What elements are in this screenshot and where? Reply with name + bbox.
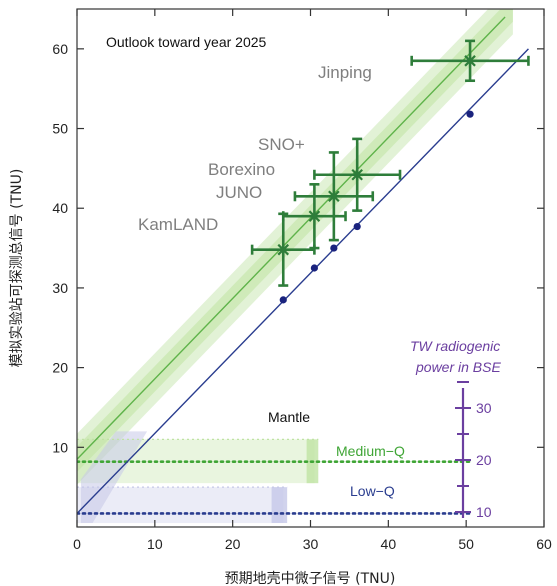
x-tick-label: 30 (303, 536, 319, 552)
crust-signal-point (353, 222, 361, 231)
label-sno-plus: SNO+ (258, 135, 305, 154)
crust-signal-line (77, 48, 529, 514)
power-axis-layer: 10 20 30 (455, 381, 492, 520)
crust-signal-point (279, 296, 287, 304)
mantle-blue-wedge (80, 431, 148, 523)
axes-layer: 0 10 20 30 40 50 60 10 20 30 40 50 60 (52, 9, 552, 552)
power-axis-tick-label: 30 (476, 400, 492, 416)
label-jinping: Jinping (318, 63, 372, 82)
total-band-inner (77, 9, 513, 472)
x-axis-title: 预期地壳中微子信号 (TNU) (225, 570, 396, 586)
power-axis-tick-label: 10 (476, 504, 492, 520)
power-axis-title-line1: TW radiogenic (410, 338, 500, 354)
mantle-low-q-edge (271, 487, 288, 524)
y-tick-label: 20 (52, 360, 68, 376)
power-axis-tick-label: 20 (476, 452, 492, 468)
y-tick-label: 10 (52, 439, 68, 455)
measured-point-marker (277, 243, 290, 256)
low-q-label: Low−Q (350, 483, 395, 499)
bands-layer (77, 9, 513, 524)
y-tick-label: 30 (52, 280, 68, 296)
y-tick-label: 40 (52, 200, 68, 216)
x-tick-label: 0 (73, 536, 81, 552)
y-axis-title: 模拟实验站可探测总信号 (TNU) (9, 169, 25, 368)
label-kamland: KamLAND (138, 215, 218, 234)
y-tick-label: 60 (52, 41, 68, 57)
measured-point-marker (351, 168, 363, 181)
measured-point-marker (328, 190, 340, 203)
x-tick-label: 20 (225, 536, 241, 552)
label-borexino: Borexino (208, 160, 275, 179)
crust-signal-point (310, 264, 318, 272)
x-tick-label: 10 (147, 536, 163, 552)
lines-layer (77, 16, 529, 515)
x-tick-label: 50 (458, 536, 474, 552)
total-signal-line (77, 16, 506, 460)
x-tick-label: 60 (536, 536, 552, 552)
chart-title: Outlook toward year 2025 (106, 34, 267, 50)
measured-point-marker (308, 210, 321, 222)
mantle-label: Mantle (268, 409, 310, 425)
x-tick-label: 40 (381, 536, 397, 552)
label-juno: JUNO (216, 183, 262, 202)
crust-signal-point (466, 110, 474, 118)
y-tick-label: 50 (52, 121, 68, 137)
mantle-low-q-region (77, 487, 284, 524)
measured-point-marker (464, 55, 476, 67)
crust-signal-point (330, 244, 338, 252)
medium-q-label: Medium−Q (336, 443, 405, 459)
power-axis-title-line2: power in BSE (415, 359, 501, 375)
points-layer (250, 39, 530, 304)
